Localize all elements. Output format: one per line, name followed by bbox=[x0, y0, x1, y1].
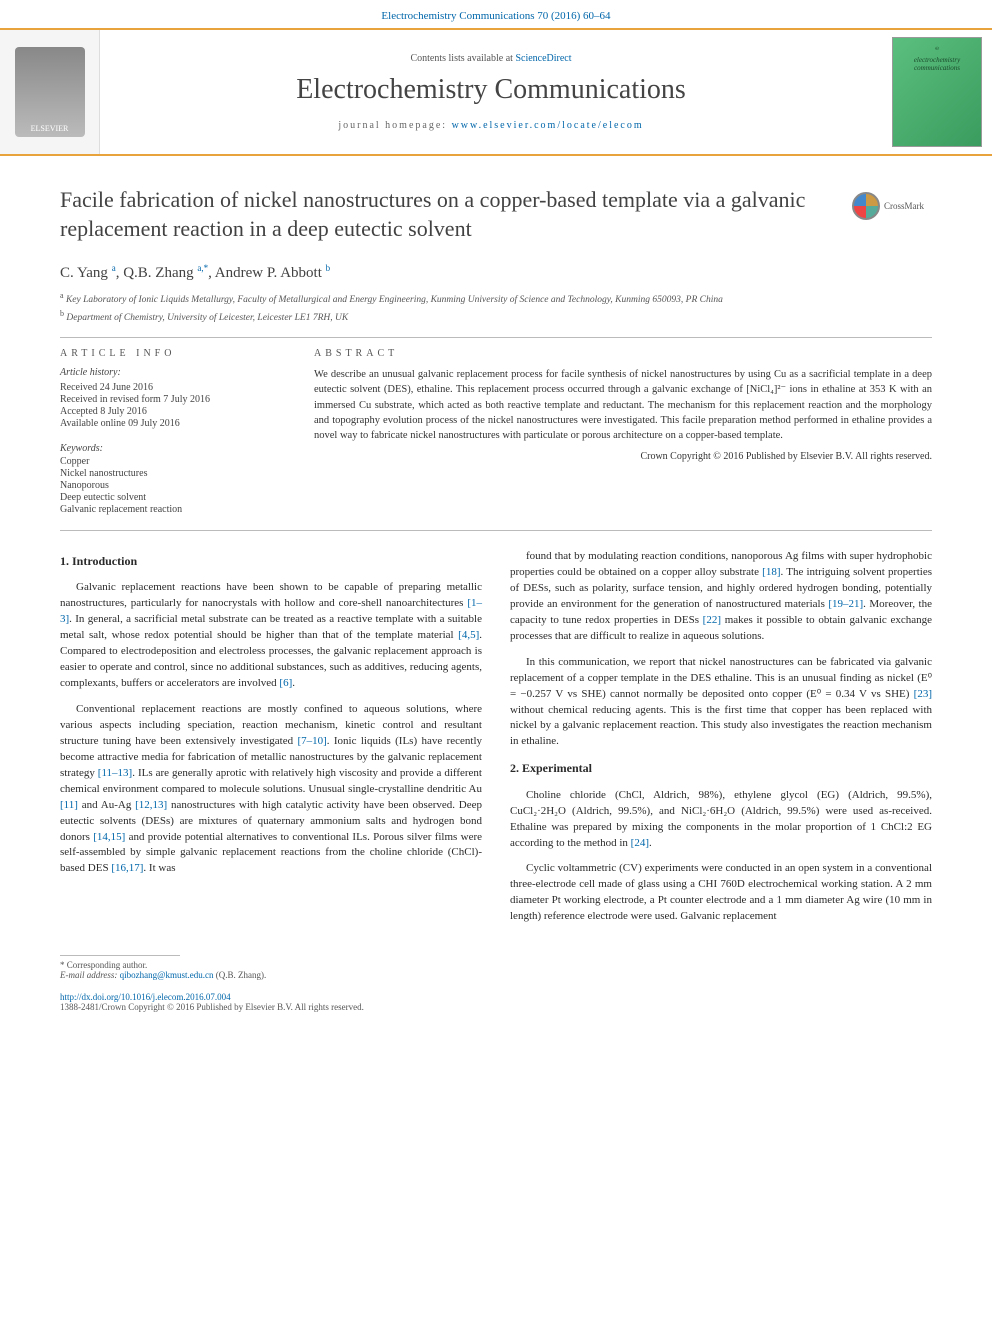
homepage-prefix: journal homepage: bbox=[338, 120, 451, 131]
doi-link[interactable]: http://dx.doi.org/10.1016/j.elecom.2016.… bbox=[60, 992, 932, 1002]
affiliation: a Key Laboratory of Ionic Liquids Metall… bbox=[60, 290, 932, 307]
citation-link[interactable]: [14,15] bbox=[93, 831, 125, 843]
section-heading-intro: 1. Introduction bbox=[60, 553, 482, 570]
article-footer: * Corresponding author. E-mail address: … bbox=[0, 955, 992, 1032]
citation-link[interactable]: [22] bbox=[703, 614, 721, 626]
citation-link[interactable]: [19–21] bbox=[828, 598, 863, 610]
email-name: (Q.B. Zhang). bbox=[213, 970, 266, 980]
citation-link[interactable]: [11–13] bbox=[98, 767, 132, 779]
article-info: ARTICLE INFO Article history: Received 2… bbox=[60, 348, 290, 516]
paragraph: Cyclic voltammetric (CV) experiments wer… bbox=[510, 861, 932, 925]
elsevier-tree-icon: ELSEVIER bbox=[15, 47, 85, 137]
cover-logo: ℮ bbox=[935, 46, 939, 52]
article-info-head: ARTICLE INFO bbox=[60, 348, 290, 359]
cover-title: electrochemistry communications bbox=[893, 56, 981, 72]
paragraph: Conventional replacement reactions are m… bbox=[60, 702, 482, 877]
history-line: Accepted 8 July 2016 bbox=[60, 406, 290, 417]
citation-link[interactable]: [12,13] bbox=[135, 799, 167, 811]
citation-link[interactable]: [4,5] bbox=[458, 629, 479, 641]
citation-link[interactable]: [11] bbox=[60, 799, 78, 811]
history-head: Article history: bbox=[60, 367, 290, 378]
abstract: ABSTRACT We describe an unusual galvanic… bbox=[314, 348, 932, 516]
section-heading-experimental: 2. Experimental bbox=[510, 760, 932, 777]
citation-link[interactable]: [7–10] bbox=[297, 735, 326, 747]
homepage-link[interactable]: www.elsevier.com/locate/elecom bbox=[452, 120, 644, 131]
email-label: E-mail address: bbox=[60, 970, 120, 980]
abstract-head: ABSTRACT bbox=[314, 348, 932, 359]
author-list: C. Yang a, Q.B. Zhang a,*, Andrew P. Abb… bbox=[0, 255, 992, 286]
footer-copyright: 1388-2481/Crown Copyright © 2016 Publish… bbox=[60, 1002, 932, 1012]
article-header: CrossMark Facile fabrication of nickel n… bbox=[0, 156, 992, 255]
affiliations: a Key Laboratory of Ionic Liquids Metall… bbox=[0, 286, 992, 337]
affiliation: b Department of Chemistry, University of… bbox=[60, 308, 932, 325]
keywords-head: Keywords: bbox=[60, 443, 290, 454]
paragraph: In this communication, we report that ni… bbox=[510, 655, 932, 751]
info-abstract-row: ARTICLE INFO Article history: Received 2… bbox=[0, 338, 992, 530]
email-line: E-mail address: qibozhang@kmust.edu.cn (… bbox=[60, 970, 932, 980]
publisher-logo-box: ELSEVIER bbox=[0, 30, 100, 154]
citation-link[interactable]: [24] bbox=[631, 837, 649, 849]
citation-link[interactable]: [16,17] bbox=[111, 862, 143, 874]
contents-prefix: Contents lists available at bbox=[410, 53, 515, 64]
journal-cover-icon: ℮ electrochemistry communications bbox=[892, 37, 982, 147]
contents-available: Contents lists available at ScienceDirec… bbox=[410, 53, 571, 64]
sciencedirect-link[interactable]: ScienceDirect bbox=[515, 53, 571, 64]
crossmark-badge[interactable]: CrossMark bbox=[852, 186, 932, 226]
author-email-link[interactable]: qibozhang@kmust.edu.cn bbox=[120, 970, 214, 980]
abstract-copyright: Crown Copyright © 2016 Published by Else… bbox=[314, 451, 932, 462]
journal-homepage: journal homepage: www.elsevier.com/locat… bbox=[338, 120, 643, 131]
banner-center: Contents lists available at ScienceDirec… bbox=[100, 30, 882, 154]
keyword: Copper bbox=[60, 456, 290, 467]
journal-reference: Electrochemistry Communications 70 (2016… bbox=[0, 0, 992, 28]
footnote-rule bbox=[60, 955, 180, 956]
keyword: Galvanic replacement reaction bbox=[60, 504, 290, 515]
journal-banner: ELSEVIER Contents lists available at Sci… bbox=[0, 28, 992, 156]
left-column: 1. Introduction Galvanic replacement rea… bbox=[60, 549, 482, 935]
right-column: found that by modulating reaction condit… bbox=[510, 549, 932, 935]
history-line: Received in revised form 7 July 2016 bbox=[60, 394, 290, 405]
keyword: Nanoporous bbox=[60, 480, 290, 491]
citation-link[interactable]: [23] bbox=[914, 688, 932, 700]
journal-name: Electrochemistry Communications bbox=[296, 74, 686, 106]
article-body: 1. Introduction Galvanic replacement rea… bbox=[0, 531, 992, 955]
keyword: Nickel nanostructures bbox=[60, 468, 290, 479]
crossmark-label: CrossMark bbox=[884, 201, 924, 211]
paragraph: Choline chloride (ChCl, Aldrich, 98%), e… bbox=[510, 788, 932, 852]
citation-link[interactable]: [1–3] bbox=[60, 597, 482, 625]
citation-link[interactable]: [6] bbox=[279, 677, 292, 689]
paragraph: found that by modulating reaction condit… bbox=[510, 549, 932, 645]
corresponding-author: * Corresponding author. bbox=[60, 960, 932, 970]
citation-link[interactable]: [18] bbox=[762, 566, 780, 578]
history-line: Received 24 June 2016 bbox=[60, 382, 290, 393]
abstract-text: We describe an unusual galvanic replacem… bbox=[314, 367, 932, 443]
article-title: Facile fabrication of nickel nanostructu… bbox=[60, 186, 820, 243]
paragraph: Galvanic replacement reactions have been… bbox=[60, 580, 482, 692]
cover-thumbnail-box: ℮ electrochemistry communications bbox=[882, 30, 992, 154]
keyword: Deep eutectic solvent bbox=[60, 492, 290, 503]
history-line: Available online 09 July 2016 bbox=[60, 418, 290, 429]
crossmark-icon bbox=[852, 192, 880, 220]
